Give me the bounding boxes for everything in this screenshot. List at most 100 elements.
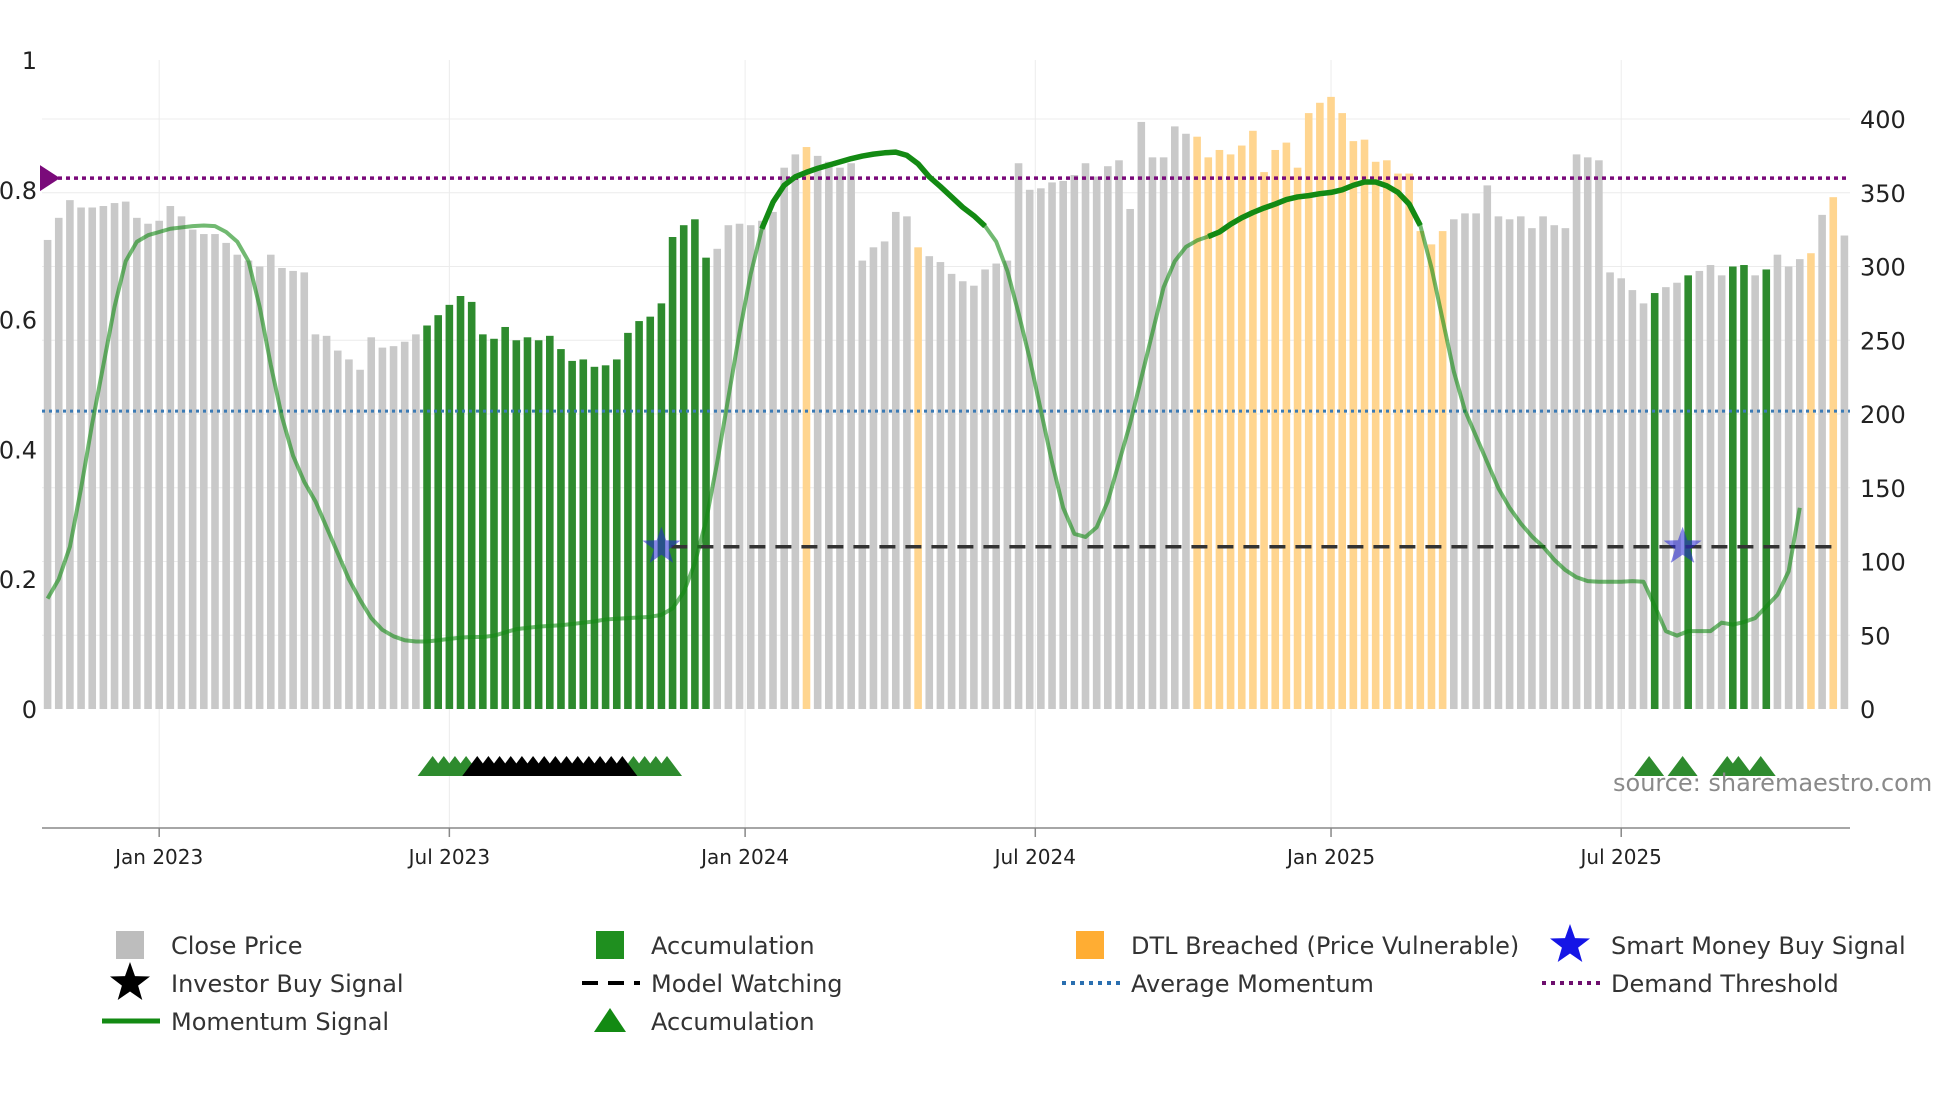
close-price-bar <box>1126 208 1134 709</box>
accumulation-bar <box>691 219 699 710</box>
close-price-bar <box>1751 275 1759 709</box>
close-price-bar <box>958 281 967 709</box>
close-price-bar <box>1840 235 1849 709</box>
close-price-bar <box>947 273 956 709</box>
close-price-bar <box>1706 265 1715 709</box>
close-price-bar <box>155 220 163 709</box>
accumulation-bar <box>501 326 509 709</box>
close-price-bar <box>724 225 733 709</box>
close-price-bar <box>880 241 889 710</box>
accumulation-bar <box>657 303 666 709</box>
close-price-bar <box>1639 303 1648 709</box>
accumulation-bar <box>479 334 487 709</box>
dtl-breached-bar <box>1304 113 1313 710</box>
close-price-bar <box>66 200 74 709</box>
accumulation-bar <box>423 325 431 709</box>
close-price-bar <box>266 254 275 709</box>
close-price-bar <box>1628 290 1637 709</box>
accumulation-bar <box>624 332 632 709</box>
dtl-breached-bar <box>1215 149 1224 710</box>
accumulation-marker <box>1667 756 1698 776</box>
legend-label: Investor Buy Signal <box>171 970 404 998</box>
dtl-breached-bar <box>1807 253 1815 709</box>
momentum-signal-strong-segment <box>1207 179 1423 240</box>
close-price-bar <box>1048 182 1056 710</box>
close-price-bar <box>1606 272 1614 709</box>
x-axis-tick-label: Jul 2023 <box>407 845 490 869</box>
close-price-bar <box>1037 188 1045 709</box>
dtl-breached-bar <box>914 247 922 709</box>
dtl-breached-bar <box>1427 244 1436 709</box>
dtl-breached-bar <box>1260 172 1268 710</box>
accumulation-bar <box>534 340 543 709</box>
close-price-bar <box>77 207 85 709</box>
right-axis-tick-label: 350 <box>1860 180 1906 208</box>
left-axis-tick-label: 0.4 <box>0 436 37 464</box>
investor-buy-marker <box>607 756 638 776</box>
right-axis-tick-label: 50 <box>1860 622 1891 650</box>
x-axis-tick-label: Jan 2025 <box>1285 845 1375 869</box>
accumulation-bar <box>646 316 655 709</box>
accumulation-bar <box>490 338 498 709</box>
left-axis-tick-label: 1 <box>22 47 37 75</box>
close-price-bar <box>992 263 1001 709</box>
bar-series <box>43 96 1849 710</box>
close-price-bar <box>1148 157 1157 710</box>
close-price-bar <box>1092 176 1101 709</box>
momentum-signal-line <box>45 150 1802 644</box>
close-price-bar <box>200 234 208 710</box>
accumulation-bar <box>702 257 710 709</box>
close-price-bar <box>847 163 855 709</box>
close-price-bar <box>177 216 186 709</box>
close-price-bar <box>1115 160 1123 710</box>
x-axis-tick-label: Jan 2023 <box>113 845 203 869</box>
momentum-signal-strong-segment <box>759 149 987 230</box>
close-price-bar <box>735 223 744 709</box>
accumulation-marker <box>651 756 682 776</box>
close-price-bar <box>1483 185 1492 709</box>
close-price-bar <box>769 211 777 710</box>
close-price-bar <box>1516 216 1525 709</box>
close-price-bar <box>858 260 867 709</box>
accumulation-bar <box>523 337 532 709</box>
close-price-bar <box>367 337 376 709</box>
accumulation-bar <box>579 359 588 709</box>
close-price-bar <box>1561 228 1570 709</box>
close-price-bar <box>836 167 844 710</box>
close-price-bar <box>1583 157 1592 710</box>
close-price-bar <box>1572 154 1581 709</box>
dtl-breached-bar <box>1383 160 1391 710</box>
smart-money-buy-signal-star <box>642 526 681 563</box>
reference-lines <box>40 165 1850 549</box>
close-price-bar <box>1450 219 1458 710</box>
close-price-bar <box>758 220 766 709</box>
dtl-breached-bar <box>1316 102 1324 709</box>
legend-label: Accumulation <box>651 1008 815 1036</box>
green-square-icon <box>596 931 624 959</box>
close-price-bar <box>133 217 141 709</box>
close-price-bar <box>389 346 398 709</box>
accumulation-bar <box>512 340 521 709</box>
accumulation-bar <box>434 315 442 709</box>
right-axis-tick-label: 300 <box>1860 254 1906 282</box>
accumulation-marker <box>1723 756 1754 776</box>
close-price-bar <box>1717 275 1726 709</box>
momentum-series <box>45 149 1802 644</box>
dtl-breached-bar <box>1327 96 1335 709</box>
accumulation-bar <box>679 225 688 709</box>
close-price-bar <box>1003 260 1012 709</box>
signal-markers <box>642 526 1702 563</box>
close-price-bar <box>713 248 722 710</box>
right-axis-tick-label: 200 <box>1860 401 1906 429</box>
accumulation-bar <box>1762 269 1771 709</box>
close-price-bar <box>278 267 286 709</box>
accumulation-marker <box>1634 756 1665 776</box>
x-axis-tick-label: Jul 2025 <box>1579 845 1662 869</box>
close-price-bar <box>925 256 934 709</box>
close-price-bar <box>1595 160 1603 710</box>
accumulation-bar <box>1684 275 1692 709</box>
accumulation-bar <box>635 321 643 709</box>
close-price-bar <box>88 207 97 709</box>
close-price-bar <box>345 359 353 709</box>
